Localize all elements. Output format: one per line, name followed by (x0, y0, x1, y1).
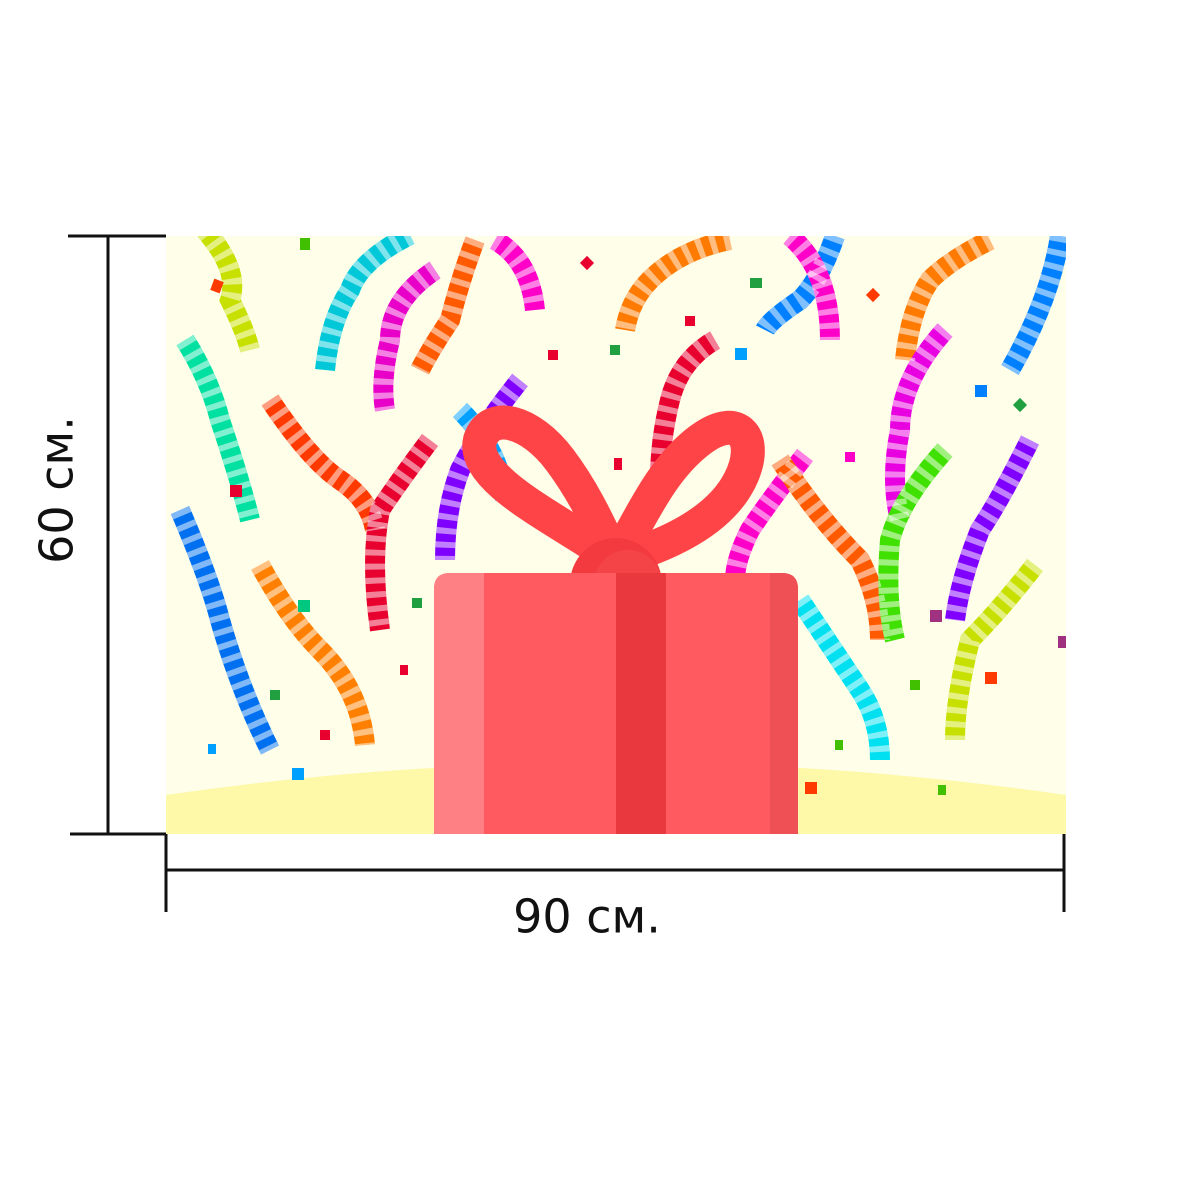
confetti (208, 238, 1066, 795)
dimension-lines (68, 234, 1066, 912)
width-label: 90 см. (513, 890, 661, 944)
gift (434, 405, 798, 834)
streamers (170, 236, 1066, 761)
height-label: 60 см. (30, 416, 84, 564)
illustration (166, 236, 1066, 834)
